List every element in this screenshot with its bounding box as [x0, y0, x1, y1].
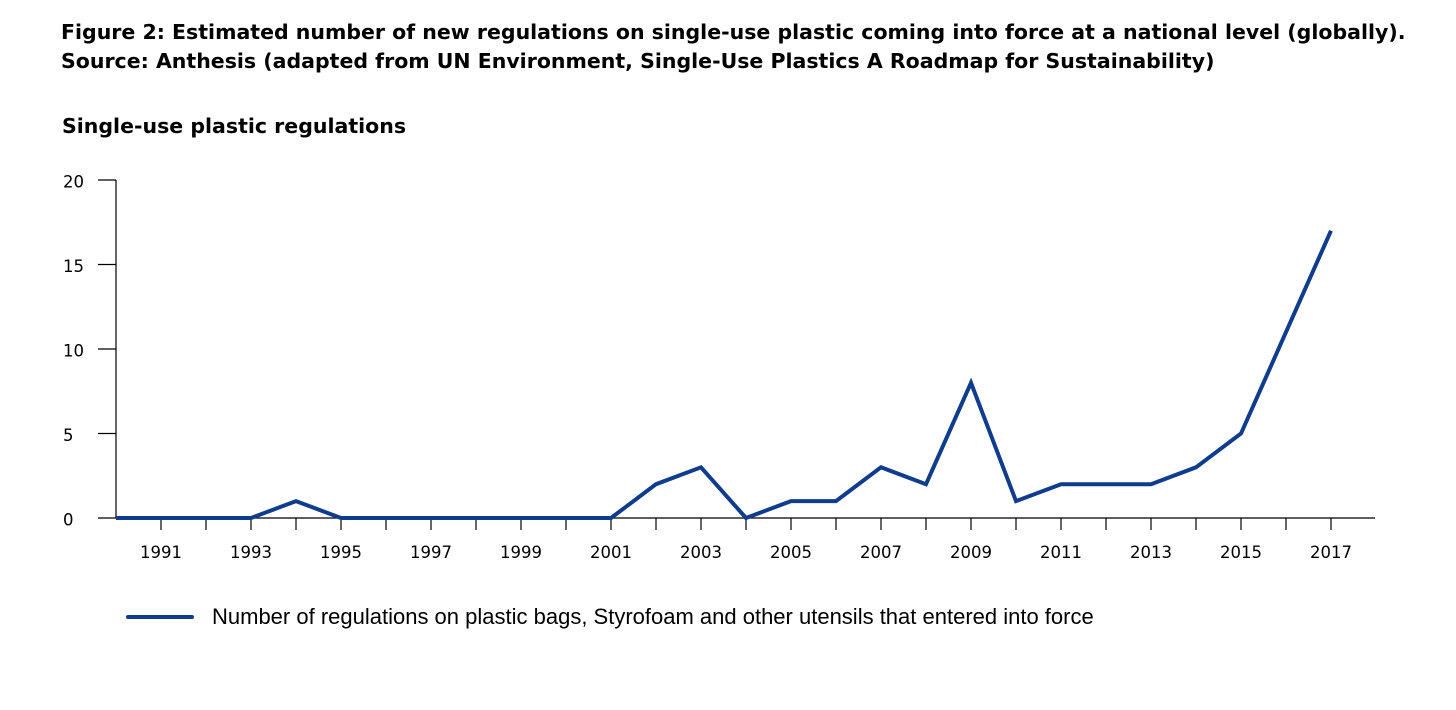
y-axis-title: Single-use plastic regulations	[62, 114, 407, 138]
chart-series	[116, 229, 1333, 521]
y-tick-label: 15	[63, 257, 84, 276]
figure-title-line-1: Figure 2: Estimated number of new regula…	[61, 20, 1406, 44]
y-tick-label: 5	[63, 426, 74, 445]
x-tick-label: 2011	[1040, 543, 1082, 562]
x-tick-label: 2005	[770, 543, 812, 562]
x-tick-label: 2009	[950, 543, 992, 562]
x-tick-label: 1993	[230, 543, 272, 562]
x-tick-label: 1991	[140, 543, 182, 562]
y-tick-label: 10	[63, 342, 84, 361]
chart-axes	[115, 180, 1375, 519]
figure-title-line-2: Source: Anthesis (adapted from UN Enviro…	[61, 49, 1215, 73]
y-axis-ticks: 0 5 10 15 20	[63, 173, 116, 530]
x-tick-label: 2007	[860, 543, 902, 562]
x-axis-ticks: 1991 1993 1995 1997 1999 2001 2003 2005 2007 2009…	[140, 518, 1352, 562]
x-tick-label: 2015	[1220, 543, 1262, 562]
line-chart: 0 5 10 15 20 1991 1993 1995 1997 1999 2001 2003 200…	[63, 173, 1375, 562]
x-tick-label: 2013	[1130, 543, 1172, 562]
x-tick-label: 1999	[500, 543, 542, 562]
legend-swatch	[126, 615, 194, 619]
x-tick-label: 2001	[590, 543, 632, 562]
y-tick-label: 0	[63, 511, 74, 530]
y-tick-label: 20	[63, 173, 84, 192]
legend-label: Number of regulations on plastic bags, S…	[212, 604, 1094, 629]
x-tick-label: 1995	[320, 543, 362, 562]
chart-legend: Number of regulations on plastic bags, S…	[126, 601, 1094, 633]
x-tick-label: 2003	[680, 543, 722, 562]
x-tick-label: 1997	[410, 543, 452, 562]
series-line	[116, 229, 1333, 521]
figure-title: Figure 2: Estimated number of new regula…	[61, 18, 1441, 76]
x-tick-label: 2017	[1310, 543, 1352, 562]
